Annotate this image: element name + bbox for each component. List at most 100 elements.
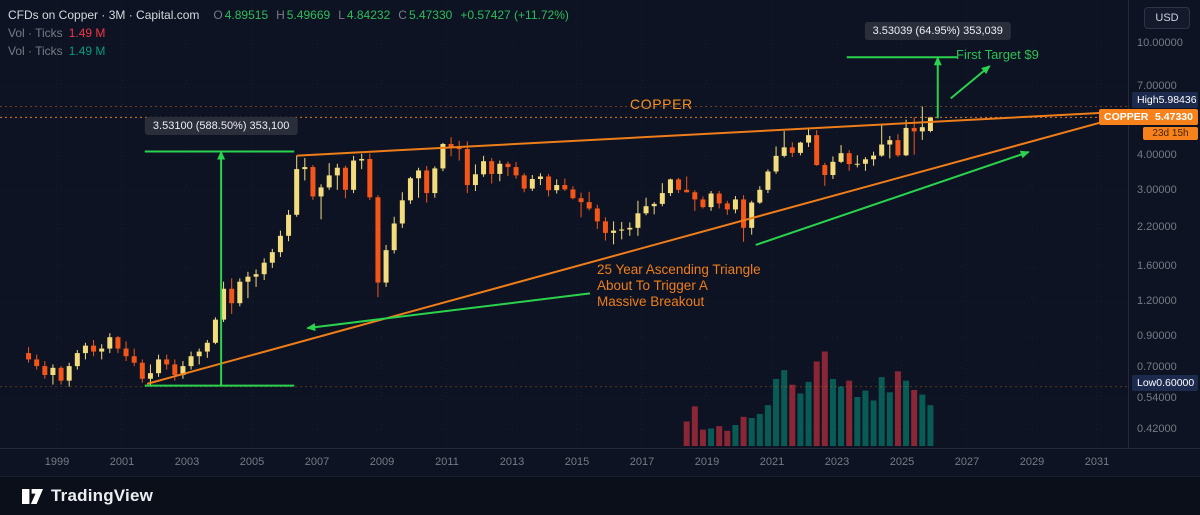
drawn-arrow[interactable]: [306, 292, 591, 332]
candle: [115, 337, 121, 349]
price-axis[interactable]: USD High 5.98436 COPPER 5.47330 23d 15h …: [1099, 0, 1200, 448]
candle: [489, 161, 495, 174]
candle: [562, 185, 568, 190]
price-tick-label: 0.54000: [1137, 392, 1177, 405]
candle: [318, 187, 324, 197]
symbol-title[interactable]: CFDs on Copper · 3M · Capital.com: [8, 8, 200, 22]
symbol-legend-row: CFDs on Copper · 3M · Capital.com O 4.895…: [8, 6, 569, 24]
copper-watermark-text[interactable]: COPPER: [630, 96, 693, 112]
price-tick-label: 3.00000: [1137, 183, 1177, 196]
candle: [448, 143, 454, 148]
candle: [635, 213, 641, 228]
candle: [342, 167, 348, 190]
drawn-arrow[interactable]: [755, 150, 1030, 246]
candle: [212, 319, 218, 343]
currency-button[interactable]: USD: [1144, 7, 1190, 29]
ohlc-low-value: 4.84232: [346, 8, 391, 22]
candle: [156, 359, 162, 374]
volume-bar: [894, 371, 901, 446]
volume-bar: [911, 390, 918, 446]
price-tick-label: 1.20000: [1137, 295, 1177, 308]
candle: [854, 163, 860, 165]
ticks-value: 1.49 M: [68, 44, 106, 58]
volume-bar: [829, 378, 836, 446]
candle: [676, 179, 682, 190]
candle: [602, 221, 608, 233]
candle: [50, 367, 56, 375]
candle: [643, 206, 649, 214]
year-label: 2021: [759, 456, 785, 468]
candle: [294, 169, 300, 215]
volume-bar: [691, 406, 698, 446]
price-chart-svg[interactable]: [0, 0, 1128, 448]
volume-bar: [724, 430, 731, 446]
candle: [245, 276, 251, 282]
candle: [123, 348, 129, 357]
ohlc-close-value: 5.47330: [408, 8, 453, 22]
volume-value: 1.49 M: [68, 26, 106, 40]
change-value: +0.57427 (+11.72%): [460, 8, 569, 22]
upper-trendline[interactable]: [296, 110, 1129, 157]
year-label: 2025: [889, 456, 915, 468]
measure-label-2[interactable]: 3.53039 (64.95%) 353,039: [864, 22, 1011, 41]
drawn-arrow[interactable]: [950, 65, 991, 100]
candle: [667, 179, 673, 194]
year-label: 1999: [44, 456, 70, 468]
candle: [196, 351, 202, 357]
measure-label-1[interactable]: 3.53100 (588.50%) 353,100: [144, 116, 298, 135]
volume-bar: [764, 405, 771, 446]
candle: [221, 288, 227, 320]
ohlc-close-key: C: [398, 8, 407, 22]
year-label: 2015: [564, 456, 590, 468]
lower-trendline[interactable]: [147, 113, 1128, 385]
candle: [724, 203, 730, 210]
candle: [537, 176, 543, 180]
candle: [383, 250, 389, 283]
candle: [139, 362, 145, 379]
tradingview-brand[interactable]: TradingView: [51, 486, 154, 505]
candle: [58, 367, 64, 381]
volume-bar: [716, 426, 723, 446]
candle: [277, 235, 283, 253]
candle: [822, 165, 828, 176]
tradingview-logo-icon[interactable]: [22, 488, 43, 504]
volume-bar: [870, 400, 877, 446]
high-badge-value: 5.98436: [1158, 93, 1197, 106]
year-label: 2013: [499, 456, 525, 468]
volume-bar: [773, 378, 780, 446]
volume-bar: [821, 351, 828, 446]
low-badge-label: Low: [1137, 376, 1157, 389]
candle: [302, 167, 308, 170]
candle: [903, 127, 909, 156]
candle: [367, 158, 373, 198]
volume-bar: [878, 377, 885, 446]
candle: [399, 200, 405, 224]
candle: [781, 147, 787, 156]
volume-bar: [781, 370, 788, 446]
candle: [789, 147, 795, 153]
candle: [472, 174, 478, 186]
candle: [253, 274, 259, 277]
year-label: 2029: [1019, 456, 1045, 468]
year-label: 2027: [954, 456, 980, 468]
candle: [204, 342, 210, 352]
first-target-text[interactable]: First Target $9: [956, 47, 1039, 62]
candle: [34, 359, 40, 367]
ohlc-open-key: O: [213, 8, 223, 22]
candle: [188, 356, 194, 367]
candle: [529, 179, 535, 189]
candle: [732, 199, 738, 210]
candle: [716, 193, 722, 204]
volume-bar: [854, 397, 861, 446]
triangle-note-text[interactable]: 25 Year Ascending Triangle About To Trig…: [597, 262, 761, 309]
volume-bar: [683, 421, 690, 446]
time-axis[interactable]: 1999 2001 2003 2005 2007 2009 2011 2013 2015 2017…: [0, 448, 1200, 477]
candle: [334, 167, 340, 176]
volume-legend-row: Vol · Ticks 1.49 M: [8, 24, 569, 42]
candle: [440, 143, 446, 169]
volume-bar: [862, 390, 869, 446]
ticks-label: Vol · Ticks: [8, 44, 63, 58]
volume-bar: [846, 380, 853, 446]
volume-bar: [789, 384, 796, 446]
candle: [229, 288, 235, 304]
